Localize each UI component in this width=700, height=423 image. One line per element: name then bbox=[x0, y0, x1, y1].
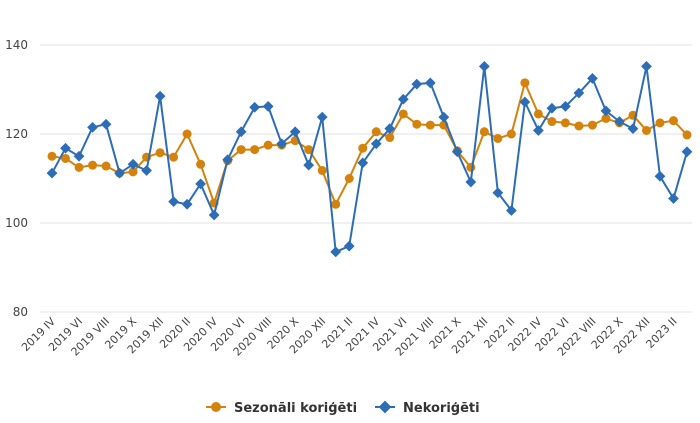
data-point[interactable] bbox=[330, 246, 342, 258]
data-point[interactable] bbox=[343, 240, 355, 252]
data-point[interactable] bbox=[424, 77, 436, 89]
data-point[interactable] bbox=[169, 152, 179, 162]
data-point[interactable] bbox=[370, 138, 382, 150]
legend: Sezonāli koriģēti Nekoriģēti bbox=[206, 400, 480, 416]
data-point[interactable] bbox=[655, 118, 665, 128]
series-layer bbox=[46, 60, 693, 258]
data-point[interactable] bbox=[438, 111, 450, 123]
data-point[interactable] bbox=[195, 178, 206, 190]
data-point[interactable] bbox=[533, 125, 544, 136]
data-point[interactable] bbox=[654, 170, 666, 182]
data-point[interactable] bbox=[101, 161, 111, 171]
data-point[interactable] bbox=[289, 126, 301, 138]
data-point[interactable] bbox=[506, 129, 516, 139]
y-tick-label: 80 bbox=[13, 305, 28, 319]
data-point[interactable] bbox=[168, 196, 179, 208]
data-point[interactable] bbox=[641, 125, 651, 135]
data-point[interactable] bbox=[412, 119, 422, 129]
series-seasonal bbox=[47, 78, 692, 209]
data-point[interactable] bbox=[250, 145, 260, 155]
y-tick-label: 140 bbox=[5, 38, 28, 52]
data-point[interactable] bbox=[371, 127, 381, 137]
data-point[interactable] bbox=[641, 60, 652, 72]
data-point[interactable] bbox=[668, 116, 678, 126]
data-point[interactable] bbox=[127, 158, 139, 170]
y-tick-label: 120 bbox=[5, 127, 28, 141]
data-point[interactable] bbox=[465, 176, 477, 188]
data-point[interactable] bbox=[587, 120, 597, 130]
data-point[interactable] bbox=[317, 165, 327, 175]
data-point[interactable] bbox=[344, 174, 354, 183]
legend-item-unadjusted[interactable]: Nekoriģēti bbox=[375, 400, 480, 416]
data-point[interactable] bbox=[236, 145, 246, 155]
data-point[interactable] bbox=[520, 78, 530, 88]
data-point[interactable] bbox=[425, 120, 435, 130]
data-point[interactable] bbox=[88, 160, 98, 170]
data-point[interactable] bbox=[385, 133, 395, 143]
data-point[interactable] bbox=[614, 116, 625, 127]
data-point[interactable] bbox=[46, 167, 58, 179]
data-point[interactable] bbox=[627, 123, 639, 135]
data-point[interactable] bbox=[560, 118, 570, 128]
data-point[interactable] bbox=[249, 101, 261, 113]
data-point[interactable] bbox=[87, 121, 98, 133]
data-point[interactable] bbox=[601, 113, 611, 123]
data-point[interactable] bbox=[547, 117, 557, 127]
data-point[interactable] bbox=[100, 118, 112, 130]
data-point[interactable] bbox=[316, 111, 328, 123]
y-axis-ticks: 80 100 120 140 bbox=[5, 38, 28, 319]
legend-label-seasonal: Sezonāli koriģēti bbox=[234, 401, 357, 416]
gridlines bbox=[40, 44, 692, 313]
data-point[interactable] bbox=[397, 93, 409, 105]
data-point[interactable] bbox=[398, 109, 408, 119]
data-point[interactable] bbox=[493, 133, 503, 143]
legend-item-seasonal[interactable]: Sezonāli koriģēti bbox=[206, 401, 357, 416]
data-point[interactable] bbox=[276, 138, 288, 150]
data-point[interactable] bbox=[681, 146, 693, 158]
data-point[interactable] bbox=[546, 102, 558, 114]
data-point[interactable] bbox=[141, 165, 152, 176]
data-point[interactable] bbox=[74, 162, 84, 172]
data-point[interactable] bbox=[154, 90, 166, 102]
data-point[interactable] bbox=[451, 146, 463, 158]
data-point[interactable] bbox=[533, 109, 543, 119]
data-point[interactable] bbox=[60, 142, 71, 154]
data-point[interactable] bbox=[479, 127, 489, 137]
data-point[interactable] bbox=[128, 167, 138, 177]
data-point[interactable] bbox=[222, 154, 234, 166]
data-point[interactable] bbox=[47, 151, 57, 161]
data-point[interactable] bbox=[492, 187, 504, 199]
data-point[interactable] bbox=[574, 121, 584, 131]
data-point[interactable] bbox=[357, 157, 369, 169]
data-point[interactable] bbox=[181, 198, 193, 210]
data-point[interactable] bbox=[466, 162, 476, 172]
data-point[interactable] bbox=[263, 140, 273, 150]
data-point[interactable] bbox=[262, 101, 274, 112]
data-point[interactable] bbox=[235, 126, 247, 138]
data-point[interactable] bbox=[155, 148, 165, 158]
data-point[interactable] bbox=[478, 60, 490, 72]
data-point[interactable] bbox=[304, 145, 314, 155]
data-point[interactable] bbox=[208, 209, 220, 221]
data-point[interactable] bbox=[61, 153, 71, 163]
data-point[interactable] bbox=[384, 123, 396, 135]
data-point[interactable] bbox=[411, 78, 423, 90]
legend-label-unadjusted: Nekoriģēti bbox=[403, 401, 480, 416]
data-point[interactable] bbox=[331, 199, 341, 209]
data-point[interactable] bbox=[358, 143, 368, 153]
data-point[interactable] bbox=[114, 167, 125, 179]
y-tick-label: 100 bbox=[5, 216, 28, 230]
x-tick-label: 2023 II bbox=[644, 315, 680, 351]
series-line bbox=[51, 81, 688, 206]
data-point[interactable] bbox=[196, 159, 206, 169]
data-point[interactable] bbox=[303, 159, 315, 171]
data-point[interactable] bbox=[668, 193, 679, 204]
data-point[interactable] bbox=[73, 150, 85, 162]
data-point[interactable] bbox=[182, 129, 192, 139]
data-point[interactable] bbox=[682, 130, 692, 140]
